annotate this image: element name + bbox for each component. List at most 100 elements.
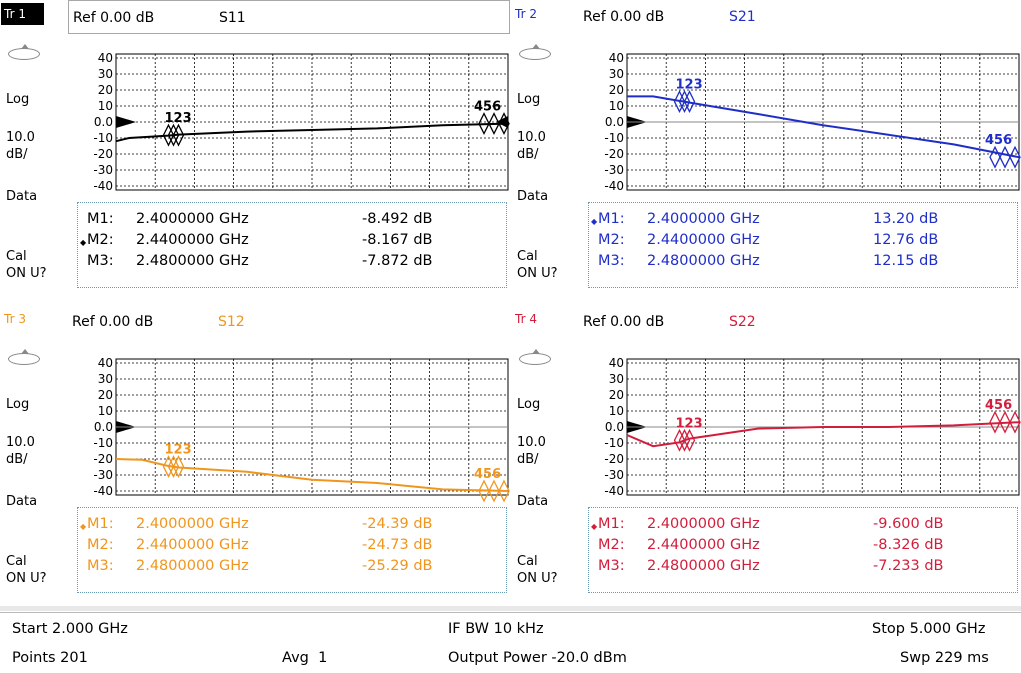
marker-tag-left: 123 xyxy=(675,78,702,93)
ifbw-label[interactable]: IF BW 10 kHz xyxy=(448,621,544,637)
marker-group-left-icon xyxy=(162,123,185,147)
status-separator xyxy=(0,606,1021,611)
scale-unit-label: dB/ xyxy=(6,147,28,162)
reference-level: Ref 0.00 dB xyxy=(73,10,155,26)
scale-unit-label: dB/ xyxy=(517,452,539,467)
y-tick-label: 0.0 xyxy=(605,115,624,129)
trace-title-box[interactable]: Ref 0.00 dB S12 xyxy=(68,305,510,339)
marker-name: M1: xyxy=(87,211,114,227)
marker-row[interactable]: M2: 2.4400000 GHz 12.76 dB xyxy=(589,232,1019,253)
sparam-label: S21 xyxy=(729,9,756,25)
scale-value-label: 10.0 xyxy=(517,130,546,145)
trace-plot[interactable]: 40 30 20 10 0.0 -10 -20 -30 -40 123 456 xyxy=(0,0,510,200)
marker-row[interactable]: M2: 2.4400000 GHz -24.73 dB xyxy=(78,537,508,558)
marker-frequency: 2.4800000 GHz xyxy=(647,558,760,574)
log-format-label: Log xyxy=(6,92,30,107)
marker-group-left-icon xyxy=(673,90,696,114)
marker-value: -7.233 dB xyxy=(873,558,944,574)
trace-title-box[interactable]: Ref 0.00 dB S21 xyxy=(579,0,1021,34)
active-marker-icon: ◆ xyxy=(591,217,598,226)
scale-unit-label: dB/ xyxy=(6,452,28,467)
cal-status-label: ON U? xyxy=(6,266,47,281)
marker-table: ◆ M1: 2.4000000 GHz -24.39 dB M2: 2.4400000 G… xyxy=(77,507,507,593)
y-tick-label: -10 xyxy=(604,436,624,450)
y-tick-label: -20 xyxy=(604,452,624,466)
trace-label[interactable]: Tr 3 xyxy=(4,312,26,326)
trace-title-box[interactable]: Ref 0.00 dB S22 xyxy=(579,305,1021,339)
marker-row[interactable]: ◆ M2: 2.4400000 GHz -8.167 dB xyxy=(78,232,508,253)
trace-title-box[interactable]: Ref 0.00 dB S11 xyxy=(68,0,510,34)
trace-label[interactable]: Tr 2 xyxy=(515,7,537,21)
y-tick-label: -30 xyxy=(604,468,624,482)
marker-frequency: 2.4400000 GHz xyxy=(136,537,249,553)
marker-frequency: 2.4800000 GHz xyxy=(136,253,249,269)
marker-row[interactable]: ◆ M1: 2.4000000 GHz -9.600 dB xyxy=(589,516,1019,537)
y-tick-label: 30 xyxy=(609,67,624,81)
y-tick-label: -40 xyxy=(604,484,624,498)
scale-knob-icon[interactable] xyxy=(519,349,551,365)
y-tick-label: 30 xyxy=(98,67,113,81)
log-format-label: Log xyxy=(6,397,30,412)
scale-knob-icon[interactable] xyxy=(8,44,40,60)
marker-name: M2: xyxy=(87,537,114,553)
marker-frequency: 2.4000000 GHz xyxy=(647,516,760,532)
trace-panel-2[interactable]: Tr 2 Ref 0.00 dB S21 Log 10.0 dB/Data Cal ON U?… xyxy=(511,0,1021,305)
y-tick-label: 20 xyxy=(609,83,624,97)
marker-row[interactable]: M3: 2.4800000 GHz -7.233 dB xyxy=(589,558,1019,579)
marker-row[interactable]: ◆ M1: 2.4000000 GHz -24.39 dB xyxy=(78,516,508,537)
marker-value: 13.20 dB xyxy=(873,211,939,227)
trace-plot[interactable]: 40 30 20 10 0.0 -10 -20 -30 -40 123 456 xyxy=(511,0,1021,200)
stop-frequency[interactable]: Stop 5.000 GHz xyxy=(872,621,986,637)
scale-knob-icon[interactable] xyxy=(519,44,551,60)
cal-label: Cal xyxy=(6,554,27,569)
sweep-time-label[interactable]: Swp 229 ms xyxy=(900,650,989,666)
trace-header: Tr 1 Ref 0.00 dB S11 xyxy=(0,0,510,36)
marker-row[interactable]: ◆ M1: 2.4000000 GHz 13.20 dB xyxy=(589,211,1019,232)
marker-table: ◆ M1: 2.4000000 GHz -9.600 dB M2: 2.4400000 G… xyxy=(588,507,1018,593)
marker-value: -8.492 dB xyxy=(362,211,433,227)
marker-row[interactable]: M3: 2.4800000 GHz -7.872 dB xyxy=(78,253,508,274)
reference-arrow-icon xyxy=(116,116,136,128)
marker-value: -24.73 dB xyxy=(362,537,433,553)
trace-panel-3[interactable]: Tr 3 Ref 0.00 dB S12 Log 10.0 dB/Data Cal ON U?… xyxy=(0,305,510,610)
marker-row[interactable]: M3: 2.4800000 GHz 12.15 dB xyxy=(589,253,1019,274)
scale-unit-label: dB/ xyxy=(517,147,539,162)
trace-label[interactable]: Tr 4 xyxy=(515,312,537,326)
reference-level: Ref 0.00 dB xyxy=(583,9,665,25)
y-tick-label: -20 xyxy=(604,147,624,161)
trace-plot[interactable]: 40 30 20 10 0.0 -10 -20 -30 -40 123 456 xyxy=(0,305,510,505)
y-tick-label: 40 xyxy=(609,356,624,370)
y-tick-label: 10 xyxy=(98,404,113,418)
active-marker-icon: ◆ xyxy=(80,522,87,531)
data-label: Data xyxy=(6,189,38,204)
marker-tag-right: 456 xyxy=(985,133,1012,148)
marker-name: M2: xyxy=(598,537,625,553)
cal-label: Cal xyxy=(517,554,538,569)
output-power-label[interactable]: Output Power -20.0 dBm xyxy=(448,650,627,666)
marker-row[interactable]: M2: 2.4400000 GHz -8.326 dB xyxy=(589,537,1019,558)
trace-panel-1[interactable]: Tr 1 Ref 0.00 dB S11 Log 10.0 dB/Data Cal ON U?… xyxy=(0,0,510,305)
marker-name: M2: xyxy=(87,232,114,248)
marker-group-left-icon xyxy=(673,428,696,452)
trace-line xyxy=(115,122,509,143)
marker-row[interactable]: M3: 2.4800000 GHz -25.29 dB xyxy=(78,558,508,579)
y-tick-label: 40 xyxy=(98,356,113,370)
trace-plot[interactable]: 40 30 20 10 0.0 -10 -20 -30 -40 123 456 xyxy=(511,305,1021,505)
marker-value: -8.167 dB xyxy=(362,232,433,248)
scale-knob-icon[interactable] xyxy=(8,349,40,365)
marker-name: M3: xyxy=(87,253,114,269)
reference-arrow-right-icon xyxy=(496,116,508,128)
data-label: Data xyxy=(6,494,38,509)
avg-label[interactable]: Avg 1 xyxy=(282,650,328,666)
marker-row[interactable]: M1: 2.4000000 GHz -8.492 dB xyxy=(78,211,508,232)
trace-panel-4[interactable]: Tr 4 Ref 0.00 dB S22 Log 10.0 dB/Data Cal ON U?… xyxy=(511,305,1021,610)
marker-value: -25.29 dB xyxy=(362,558,433,574)
marker-group-right-icon xyxy=(989,145,1021,169)
trace-label[interactable]: Tr 1 xyxy=(1,3,44,25)
trace-line xyxy=(115,458,509,492)
points-label[interactable]: Points 201 xyxy=(12,650,88,666)
y-tick-label: 40 xyxy=(609,51,624,65)
scale-value-label: 10.0 xyxy=(517,435,546,450)
start-frequency[interactable]: Start 2.000 GHz xyxy=(12,621,128,637)
marker-name: M3: xyxy=(598,253,625,269)
